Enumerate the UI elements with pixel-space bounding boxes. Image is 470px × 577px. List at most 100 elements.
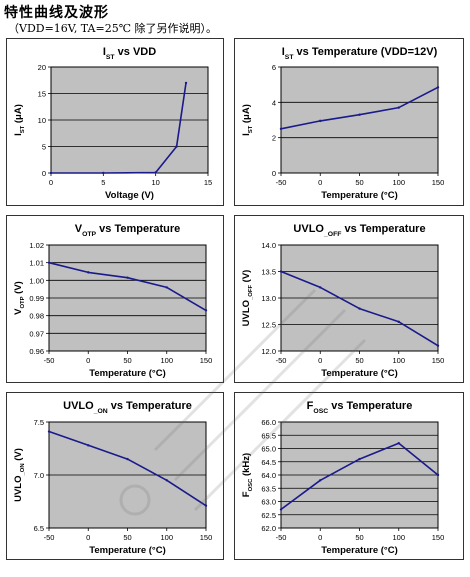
x-tick-label: -50	[276, 178, 287, 187]
x-tick-label: 100	[392, 356, 405, 365]
x-tick-label: 0	[318, 178, 322, 187]
text-part: UVLO	[293, 223, 324, 235]
x-tick-label: 50	[123, 356, 131, 365]
text-part: ST	[248, 125, 254, 133]
chart-title: IST vs VDD	[103, 46, 156, 61]
text-part: OTP	[82, 231, 96, 238]
y-tick-label: 5	[42, 143, 46, 152]
data-point	[319, 479, 322, 482]
data-point	[47, 430, 51, 433]
text-part: OSC	[248, 478, 254, 491]
y-tick-label: 1.01	[29, 259, 44, 268]
text-part: _OFF	[248, 285, 254, 301]
chart-svg: UVLO_OFF vs Temperature12.012.513.013.51…	[241, 223, 445, 379]
data-point	[87, 444, 90, 447]
data-point	[436, 473, 440, 477]
y-tick-label: 0.96	[29, 347, 44, 356]
data-point	[358, 113, 361, 116]
text-part: (V)	[13, 448, 24, 463]
x-tick-label: 100	[160, 533, 173, 542]
chart-panel: UVLO_ON vs Temperature 6.5 7.0 7.5 -50 0 50 100…	[6, 392, 224, 560]
chart-panel: FOSC vs Temperature 62.0 62.5 63.0 63.5 64.0 6…	[234, 392, 464, 560]
data-point	[436, 86, 440, 89]
text-part: I	[13, 133, 24, 136]
x-tick-label: 150	[432, 356, 445, 365]
text-part: _ON	[20, 463, 26, 476]
y-axis-label: UVLO_ON (V)	[13, 448, 26, 502]
text-part: OSC	[313, 408, 328, 415]
data-point	[319, 286, 322, 289]
y-tick-label: 64.5	[261, 458, 276, 467]
y-tick-label: 13.5	[261, 268, 276, 277]
x-tick-label: -50	[44, 356, 55, 365]
y-tick-label: 1.00	[29, 276, 44, 285]
x-tick-label: 150	[200, 533, 213, 542]
data-point	[165, 286, 168, 289]
chart-title: VOTP vs Temperature	[75, 223, 181, 238]
x-tick-label: 0	[86, 533, 90, 542]
data-point	[436, 344, 440, 347]
data-point	[126, 276, 129, 279]
text-part: vs Temperature	[341, 223, 425, 235]
chart-title: UVLO_ON vs Temperature	[63, 400, 192, 415]
y-tick-label: 65.0	[261, 445, 276, 454]
y-tick-label: 63.5	[261, 484, 276, 493]
x-axis-label: Temperature (°C)	[321, 190, 397, 201]
y-tick-label: 63.0	[261, 498, 276, 507]
x-tick-label: 5	[101, 178, 105, 187]
data-point	[204, 309, 208, 312]
data-point	[397, 320, 400, 324]
x-tick-label: 100	[160, 356, 173, 365]
y-tick-label: 0.97	[29, 329, 44, 338]
y-tick-label: 7.0	[34, 471, 44, 480]
y-tick-label: 15	[38, 90, 46, 99]
x-tick-label: 150	[432, 178, 445, 187]
text-part: ST	[106, 54, 116, 61]
text-part: UVLO	[241, 300, 252, 326]
x-tick-label: 50	[355, 533, 363, 542]
chart-panel: UVLO_OFF vs Temperature 12.0 12.5 13.0 13.5 1…	[234, 215, 464, 383]
data-point	[154, 171, 157, 174]
y-axis-label: UVLO_OFF (V)	[241, 270, 254, 327]
y-tick-label: 0.99	[29, 294, 44, 303]
x-axis-label: Temperature (°C)	[89, 368, 165, 379]
x-tick-label: 150	[200, 356, 213, 365]
x-tick-label: 50	[355, 356, 363, 365]
x-tick-label: 150	[432, 533, 445, 542]
y-tick-label: 0	[272, 169, 276, 178]
text-part: vs Temperature	[108, 400, 192, 412]
x-tick-label: 15	[204, 178, 212, 187]
text-part: vs VDD	[115, 46, 157, 58]
data-point	[397, 442, 400, 445]
text-part: UVLO	[13, 476, 24, 502]
y-tick-label: 62.0	[261, 524, 276, 533]
data-point	[204, 504, 208, 507]
x-axis-label: Temperature (°C)	[89, 545, 165, 556]
text-part: UVLO	[63, 400, 94, 412]
text-part: V	[13, 308, 24, 315]
text-part: (μA)	[241, 104, 252, 126]
page-subheading: （VDD=16V, TA=25℃ 除了另作说明）。	[8, 22, 218, 35]
y-tick-label: 7.5	[34, 418, 44, 427]
chart-panel: IST vs VDD 0 5 10 15 20 0 5 10 15 Voltage (V) IST (…	[6, 38, 224, 206]
x-tick-label: 100	[392, 178, 405, 187]
y-tick-label: 6	[272, 63, 276, 72]
text-part: ST	[285, 54, 295, 61]
data-point	[358, 457, 361, 461]
y-axis-label: IST (μA)	[13, 104, 26, 136]
y-tick-label: 62.5	[261, 511, 276, 520]
chart-title: UVLO_OFF vs Temperature	[293, 223, 425, 238]
y-axis-label: IST (μA)	[241, 104, 254, 136]
chart-panel: IST vs Temperature (VDD=12V) 0 2 4 6 -50 0 50 10…	[234, 38, 464, 206]
text-part: OTP	[20, 296, 26, 308]
x-tick-label: -50	[276, 356, 287, 365]
data-point	[279, 270, 283, 273]
data-point	[279, 127, 283, 131]
y-tick-label: 2	[272, 134, 276, 143]
text-part: (V)	[241, 270, 252, 285]
x-tick-label: 50	[123, 533, 131, 542]
y-tick-label: 1.02	[29, 241, 44, 250]
